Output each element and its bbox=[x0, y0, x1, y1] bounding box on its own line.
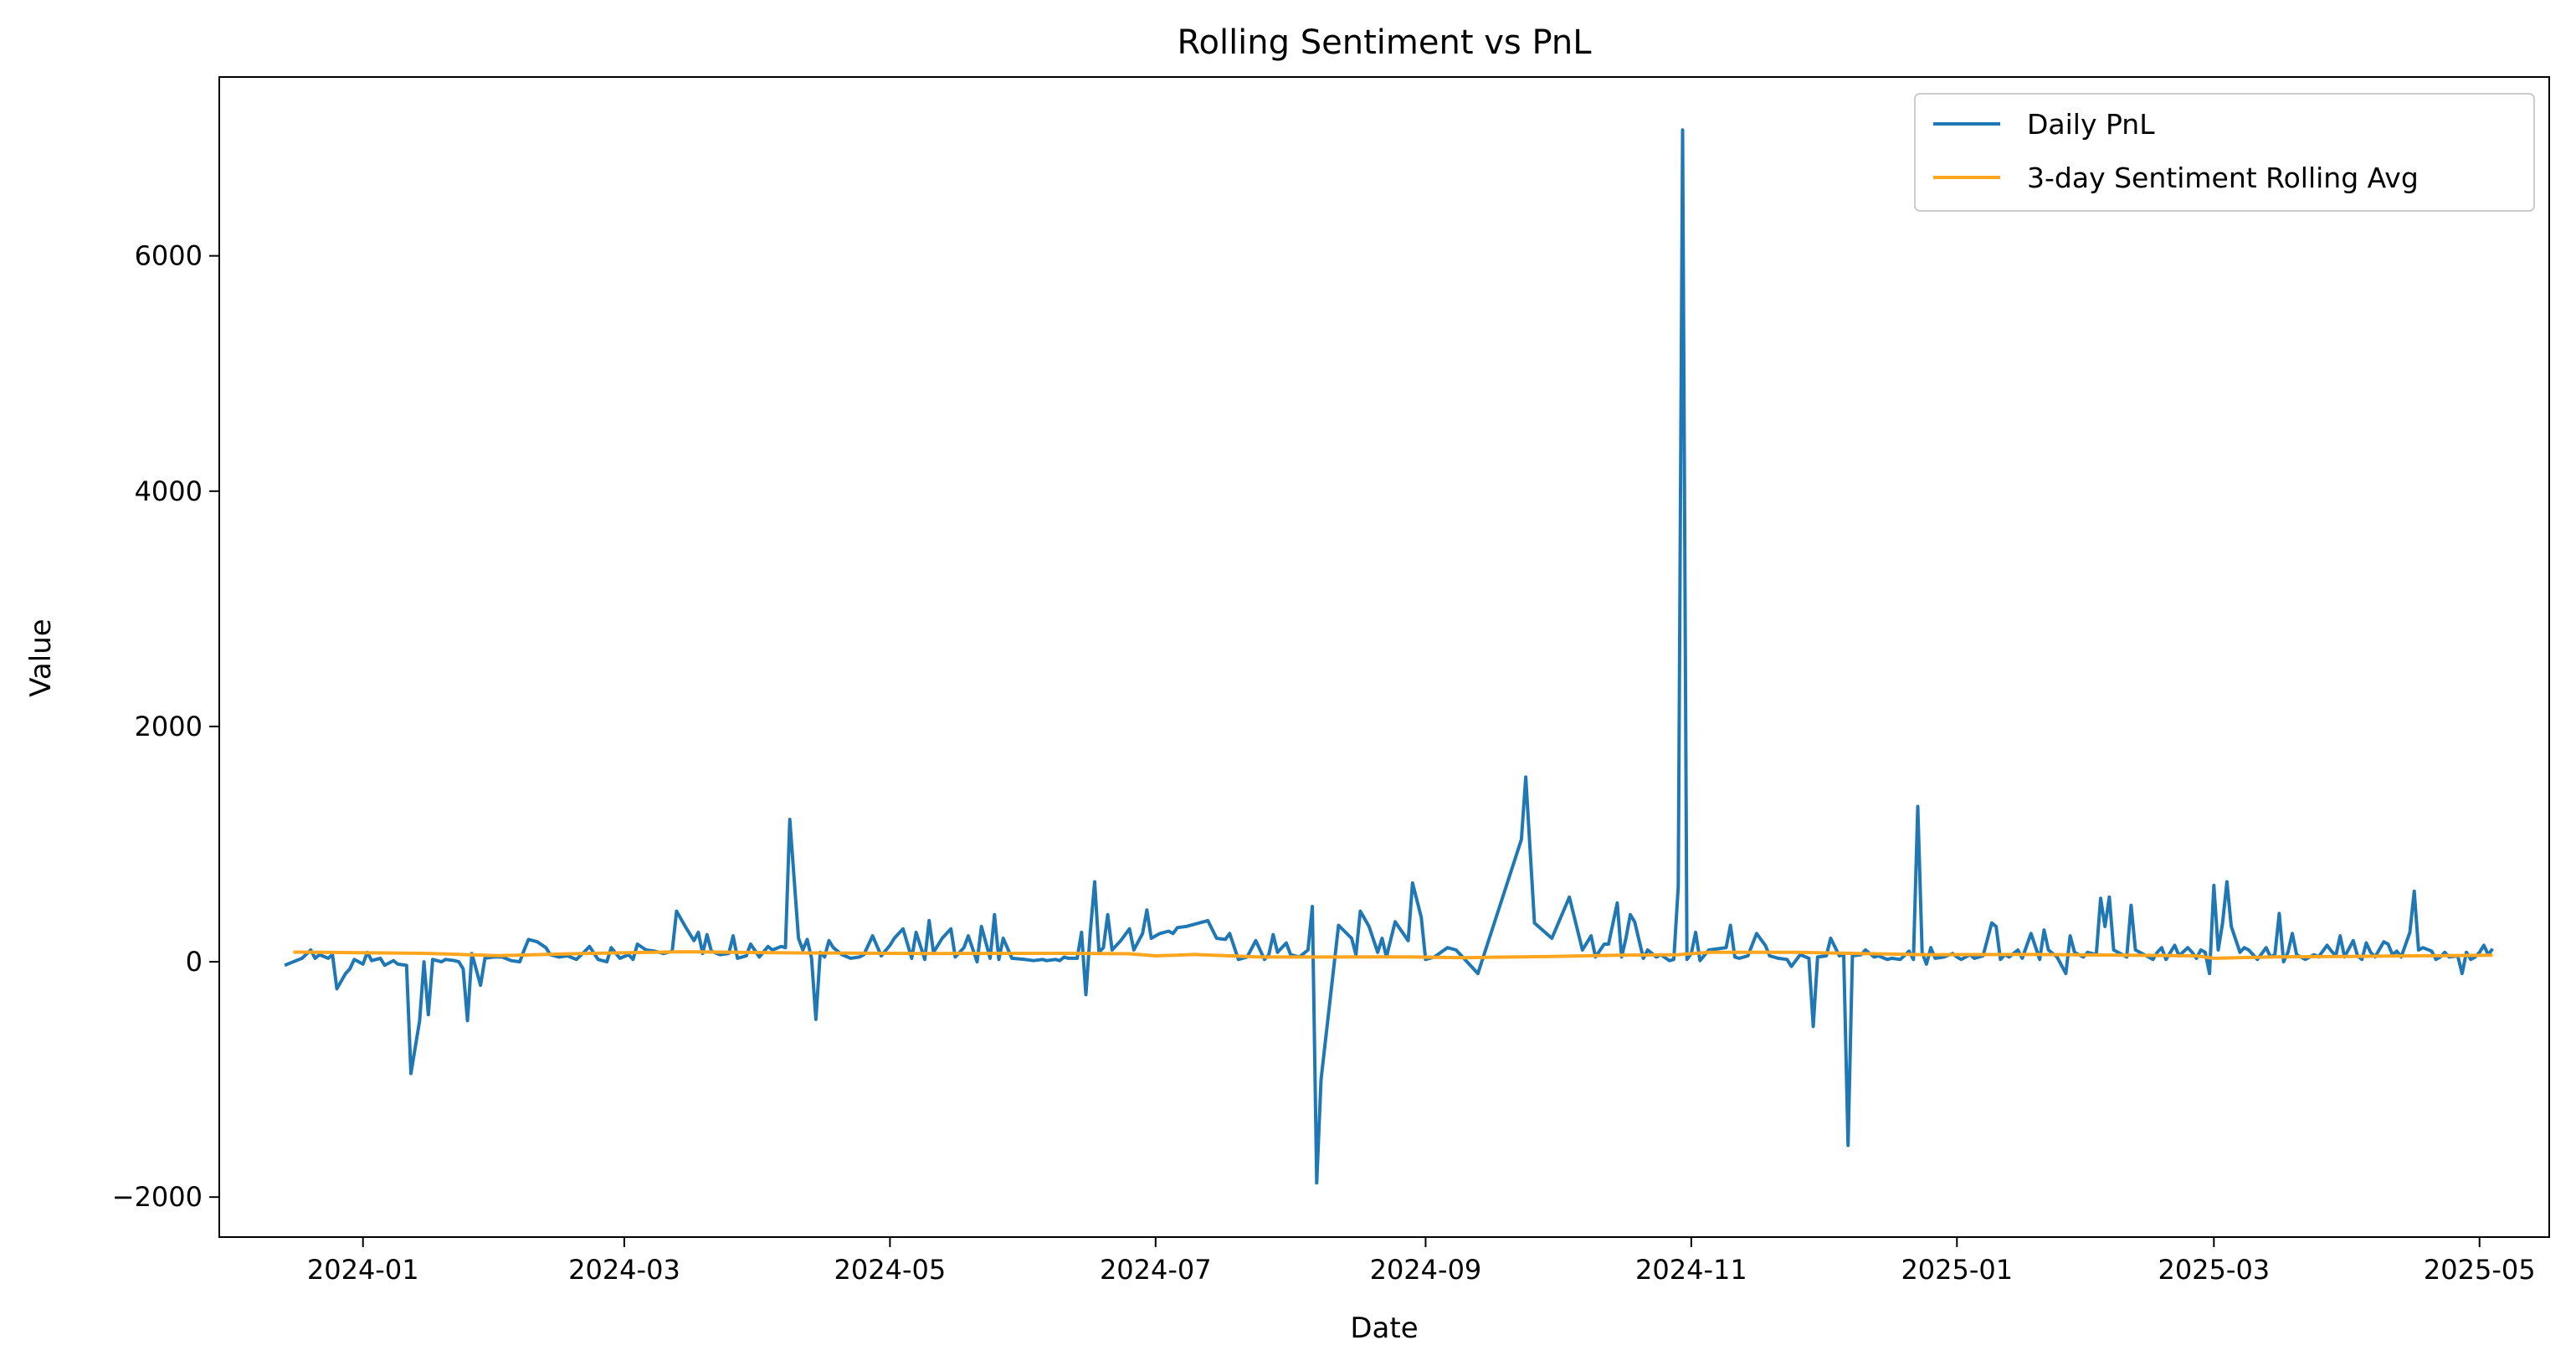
x-tick-label: 2024-11 bbox=[1635, 1254, 1747, 1286]
y-tick-label: 0 bbox=[186, 946, 203, 978]
y-axis-label: Value bbox=[24, 619, 58, 696]
chart-title: Rolling Sentiment vs PnL bbox=[1177, 23, 1592, 62]
legend-label-daily-pnl: Daily PnL bbox=[2027, 108, 2155, 141]
legend: Daily PnL 3-day Sentiment Rolling Avg bbox=[1914, 93, 2535, 212]
x-tick-label: 2024-03 bbox=[568, 1254, 680, 1286]
y-tick-label: −2000 bbox=[112, 1181, 203, 1213]
y-tick-label: 2000 bbox=[135, 711, 203, 742]
series-layer bbox=[284, 128, 2494, 1185]
x-tick-label: 2024-01 bbox=[307, 1254, 419, 1286]
x-tick-label: 2024-05 bbox=[834, 1254, 947, 1286]
x-axis-ticks: 2024-01 2024-03 2024-05 2024-07 2024-09 2024-… bbox=[307, 1237, 2536, 1286]
legend-label-sentiment-avg: 3-day Sentiment Rolling Avg bbox=[2027, 162, 2419, 194]
x-tick-label: 2025-03 bbox=[2158, 1254, 2270, 1286]
x-tick-label: 2025-01 bbox=[1901, 1254, 2013, 1286]
y-tick-label: 4000 bbox=[135, 475, 203, 507]
x-axis-label: Date bbox=[1350, 1312, 1418, 1345]
series-line-sentiment-avg bbox=[293, 950, 2493, 960]
x-tick-label: 2025-05 bbox=[2424, 1254, 2536, 1286]
legend-box bbox=[1914, 93, 2535, 212]
x-tick-label: 2024-09 bbox=[1370, 1254, 1482, 1286]
y-tick-label: 6000 bbox=[135, 240, 203, 272]
x-tick-label: 2024-07 bbox=[1100, 1254, 1212, 1286]
y-axis-ticks: −2000 0 2000 4000 6000 bbox=[112, 240, 219, 1213]
plot-area-frame bbox=[218, 76, 2550, 1238]
